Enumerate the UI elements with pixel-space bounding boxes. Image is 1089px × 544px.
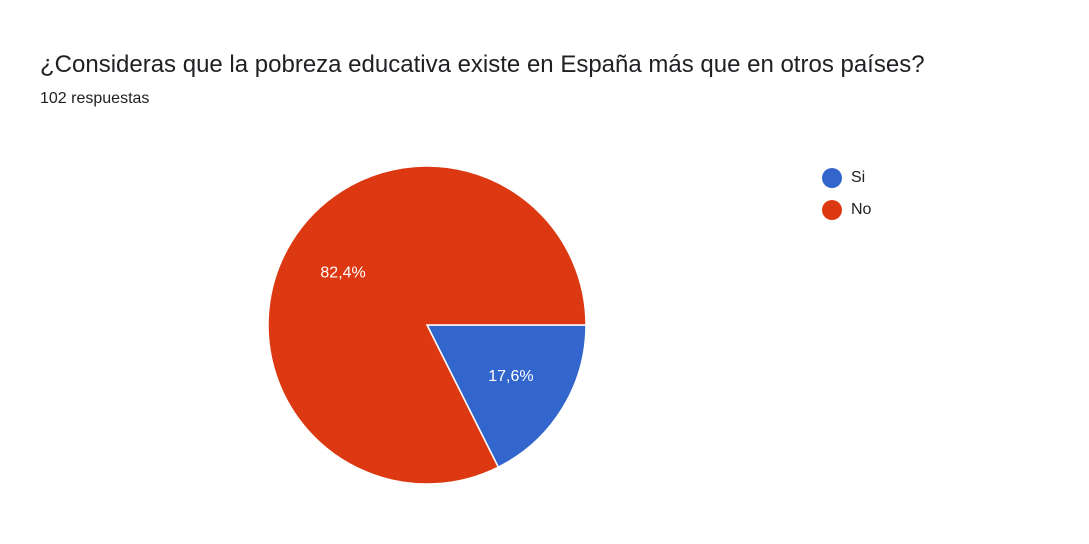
legend-item-si[interactable]: Si bbox=[822, 167, 871, 189]
legend-item-no[interactable]: No bbox=[822, 199, 871, 221]
legend-swatch-no bbox=[822, 200, 842, 220]
legend-label-no: No bbox=[851, 201, 872, 218]
legend-label-si: Si bbox=[851, 169, 866, 186]
chart-legend: Si No bbox=[822, 167, 871, 231]
slice-label-si: 17,6% bbox=[488, 368, 533, 385]
chart-title: ¿Consideras que la pobreza educativa exi… bbox=[40, 51, 925, 78]
pie-slice-si[interactable] bbox=[425, 324, 587, 469]
response-count: 102 respuestas bbox=[40, 90, 150, 107]
legend-swatch-si bbox=[822, 168, 842, 188]
slice-label-no: 82,4% bbox=[320, 264, 365, 281]
pie-slice-no[interactable] bbox=[267, 165, 587, 485]
